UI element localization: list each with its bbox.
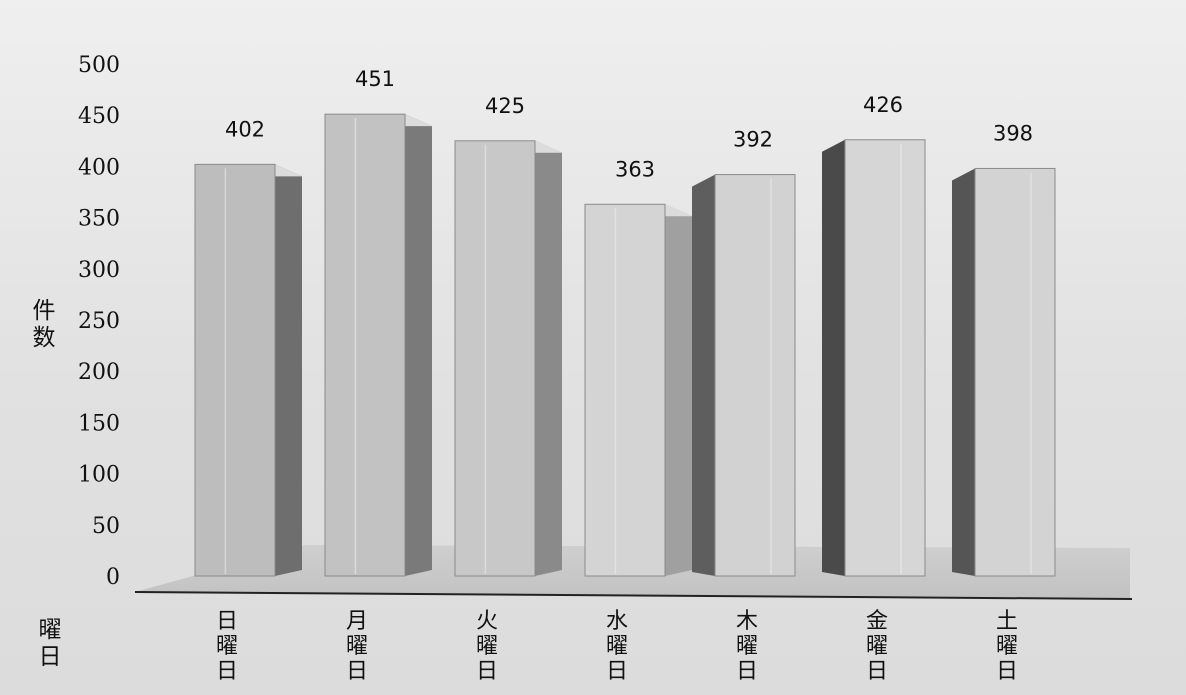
y-axis-title-char: 数 [33, 325, 56, 351]
bar-front [454, 140, 536, 577]
x-axis-title-char: 日 [39, 644, 62, 670]
bar-side [952, 168, 975, 576]
category-label: 土曜日 [996, 609, 1018, 684]
y-tick-label: 450 [78, 104, 120, 129]
category-label: 木曜日 [736, 609, 758, 684]
category-label-char: 火 [476, 609, 498, 634]
y-tick-label: 300 [78, 258, 120, 283]
y-tick-label: 350 [78, 207, 120, 232]
category-label: 日曜日 [216, 609, 238, 684]
y-tick-label: 100 [78, 463, 120, 488]
bar-3 [454, 140, 562, 577]
data-label: 392 [733, 128, 773, 152]
category-label-char: 日 [996, 659, 1018, 684]
data-label: 451 [355, 67, 395, 91]
bar-5 [692, 174, 796, 577]
bar-side [822, 139, 845, 576]
bar-side [405, 114, 432, 577]
category-label-char: 日 [346, 659, 368, 684]
y-tick-label: 150 [78, 411, 120, 436]
x-axis-title: 曜日 [39, 617, 62, 670]
x-axis-line [134, 591, 1133, 600]
bar-front [194, 163, 276, 577]
bar-side [275, 164, 302, 577]
category-label-char: 曜 [736, 634, 758, 659]
category-label: 金曜日 [866, 609, 888, 684]
bar-side [665, 204, 692, 576]
category-label-char: 曜 [606, 634, 628, 659]
category-label-char: 曜 [216, 634, 238, 659]
category-label-char: 日 [606, 659, 628, 684]
bar-side [535, 140, 562, 577]
category-label: 水曜日 [606, 609, 628, 684]
data-label: 402 [225, 117, 265, 141]
category-label-char: 日 [866, 659, 888, 684]
y-tick-label: 200 [78, 360, 120, 385]
bar-front [714, 174, 796, 577]
category-label-char: 月 [346, 609, 368, 634]
y-tick-label: 500 [78, 53, 120, 78]
y-tick-label: 50 [92, 514, 120, 539]
category-label-char: 日 [476, 659, 498, 684]
category-label-char: 木 [736, 609, 758, 634]
category-label-char: 曜 [866, 634, 888, 659]
bar-6 [822, 139, 926, 577]
x-axis-title-char: 曜 [39, 617, 62, 643]
data-label: 425 [485, 94, 525, 118]
category-label-char: 土 [996, 609, 1018, 634]
category-label: 月曜日 [346, 609, 368, 684]
category-label-char: 曜 [346, 634, 368, 659]
y-tick-label: 250 [78, 309, 120, 334]
y-axis-title-char: 件 [33, 298, 56, 324]
data-label: 398 [993, 121, 1033, 145]
bar-front [584, 203, 666, 577]
y-tick-label: 0 [106, 565, 120, 590]
bar-front [974, 167, 1056, 577]
data-label: 363 [615, 157, 655, 181]
bar-1 [194, 163, 302, 577]
category-label-char: 金 [866, 609, 888, 634]
category-label-char: 日 [216, 609, 238, 634]
bar-side [692, 174, 715, 577]
bar-front [324, 113, 406, 577]
category-label-char: 曜 [996, 634, 1018, 659]
category-label-char: 曜 [476, 634, 498, 659]
bar-2 [324, 113, 432, 577]
category-label-char: 日 [216, 659, 238, 684]
y-tick-label: 400 [78, 155, 120, 180]
bar-front [844, 139, 926, 577]
bar-4 [584, 203, 692, 577]
data-label: 426 [863, 93, 903, 117]
bar-7 [952, 167, 1056, 577]
category-label-char: 水 [606, 609, 628, 634]
category-label: 火曜日 [476, 609, 498, 684]
category-label-char: 日 [736, 659, 758, 684]
y-axis-title: 件数 [33, 298, 56, 351]
